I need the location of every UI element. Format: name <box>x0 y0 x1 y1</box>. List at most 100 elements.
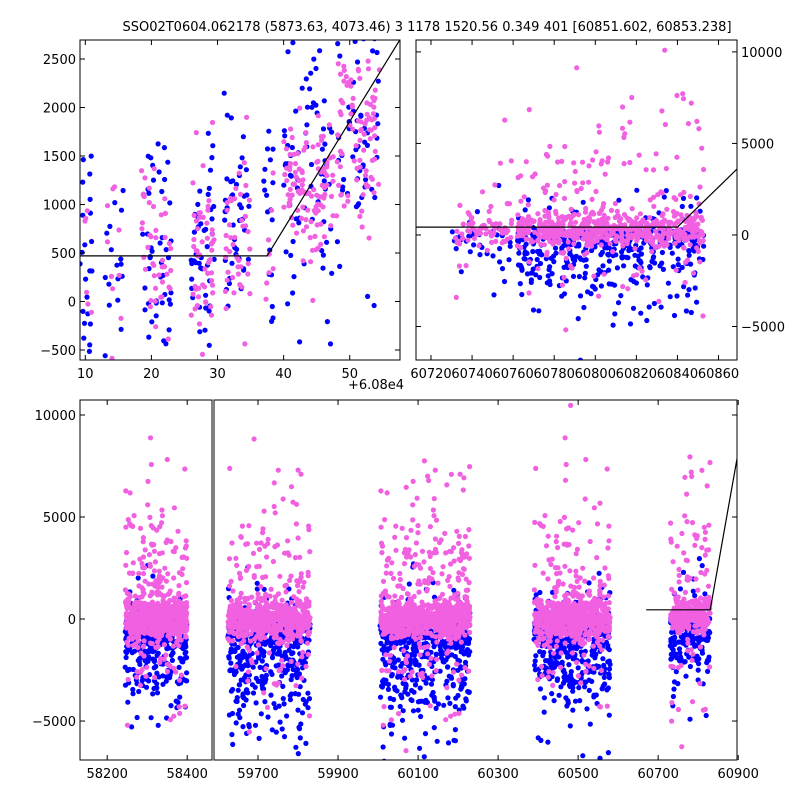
blue-point <box>429 677 435 683</box>
pink-point <box>182 703 188 709</box>
blue-point <box>385 681 391 688</box>
blue-point <box>400 708 406 714</box>
blue-point <box>614 265 621 271</box>
pink-point <box>659 234 665 241</box>
pink-point <box>543 188 549 194</box>
pink-point <box>193 248 199 254</box>
blue-point <box>616 197 622 203</box>
pink-point <box>584 250 590 256</box>
y-tick-label: 10000 <box>741 46 782 61</box>
pink-point <box>492 182 498 188</box>
blue-point <box>146 649 152 655</box>
blue-point <box>528 279 534 285</box>
blue-point <box>80 261 83 267</box>
pink-point <box>149 641 155 647</box>
blue-point <box>276 651 283 657</box>
pink-point <box>514 243 521 249</box>
pink-point <box>358 119 364 125</box>
pink-point <box>180 566 186 572</box>
pink-point <box>662 121 669 128</box>
pink-point <box>156 272 162 278</box>
pink-point <box>664 242 670 248</box>
blue-point <box>466 689 472 696</box>
blue-point <box>437 668 443 674</box>
pink-point <box>205 203 211 209</box>
pink-point <box>562 143 568 150</box>
pink-point <box>205 270 211 276</box>
pink-point <box>149 605 155 611</box>
x-tick-label: 60860 <box>698 367 739 382</box>
pink-point <box>296 578 302 585</box>
blue-point <box>675 256 681 262</box>
pink-point <box>613 237 619 243</box>
pink-point <box>140 643 146 650</box>
pink-point <box>157 524 163 530</box>
pink-point <box>277 666 284 673</box>
pink-point <box>242 613 248 619</box>
pink-point <box>142 630 148 636</box>
blue-point <box>522 207 528 213</box>
blue-point <box>288 252 294 258</box>
pink-point <box>163 578 169 584</box>
x-tick-label: 60800 <box>575 367 616 382</box>
blue-point <box>265 209 271 215</box>
blue-point <box>441 702 447 708</box>
pink-point <box>148 234 154 240</box>
blue-point <box>120 187 126 194</box>
blue-point <box>236 707 243 713</box>
pink-point <box>586 163 592 169</box>
blue-point <box>528 270 534 276</box>
pink-point <box>537 219 543 225</box>
pink-point <box>226 629 232 635</box>
pink-point <box>153 227 159 233</box>
blue-point <box>116 366 121 371</box>
pink-point <box>559 158 565 164</box>
pink-point <box>350 95 356 101</box>
pink-point <box>275 624 281 631</box>
pink-point <box>150 618 157 625</box>
pink-point <box>593 232 599 238</box>
blue-point <box>157 240 163 246</box>
pink-point <box>685 121 692 127</box>
pink-point <box>359 208 365 214</box>
pink-point <box>227 249 233 255</box>
blue-point <box>209 155 215 161</box>
pink-point <box>165 571 171 577</box>
pink-point <box>497 226 503 232</box>
pink-point <box>526 228 532 234</box>
blue-point <box>267 157 273 163</box>
pink-point <box>230 241 236 248</box>
blue-point <box>358 113 364 119</box>
blue-point <box>122 682 129 688</box>
blue-point <box>694 195 700 201</box>
pink-point <box>288 126 294 132</box>
pink-point <box>262 543 268 549</box>
pink-point <box>231 630 237 637</box>
blue-point <box>189 260 195 267</box>
pink-point <box>425 473 431 479</box>
pink-point <box>237 282 243 288</box>
pink-point <box>85 301 91 307</box>
pink-point <box>229 540 235 546</box>
pink-point <box>305 651 311 658</box>
blue-point <box>374 49 380 56</box>
blue-point <box>632 252 638 258</box>
blue-point <box>452 704 458 710</box>
blue-point <box>518 264 525 270</box>
x-tick-label: 50 <box>341 367 358 382</box>
blue-point <box>233 720 239 726</box>
blue-point <box>287 697 293 703</box>
blue-point <box>321 178 327 184</box>
pink-point <box>393 547 399 553</box>
pink-point <box>687 242 693 248</box>
pink-point <box>131 642 137 648</box>
blue-point <box>385 646 391 652</box>
blue-point <box>206 185 212 191</box>
pink-point <box>426 477 432 484</box>
blue-point <box>108 247 114 253</box>
y-tick-label: 1500 <box>43 150 76 165</box>
pink-point <box>324 173 330 179</box>
pink-point <box>288 658 294 665</box>
pink-point <box>151 548 157 554</box>
blue-point <box>273 729 279 735</box>
